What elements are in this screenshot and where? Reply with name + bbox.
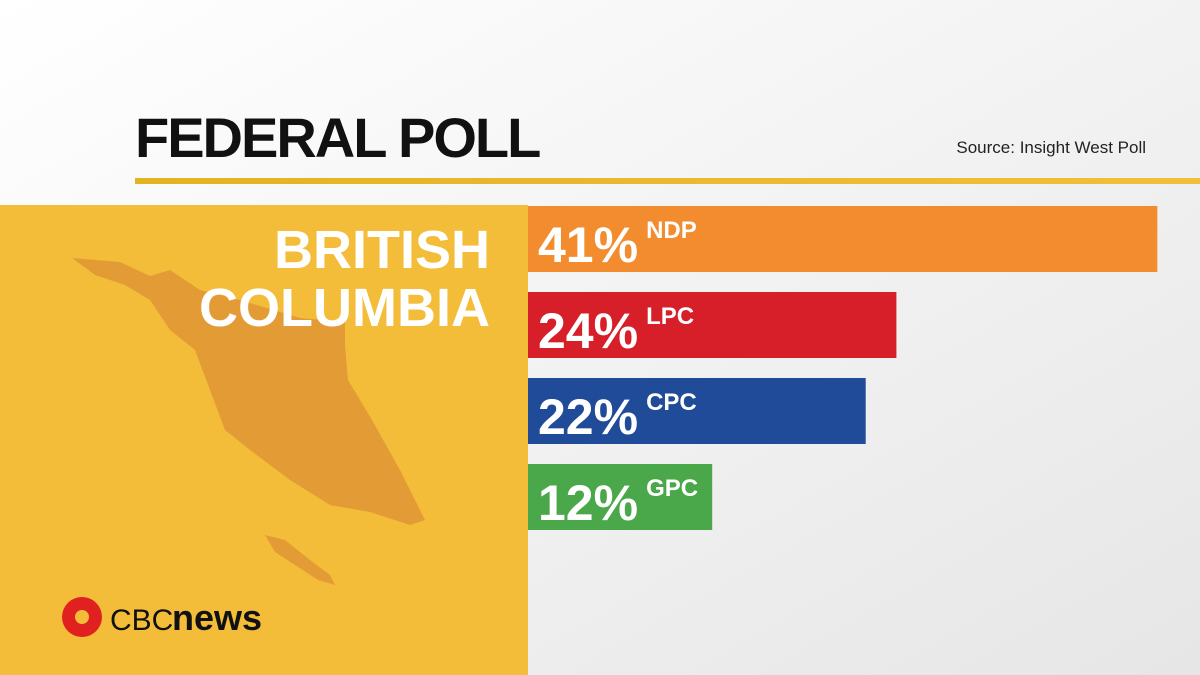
chart-title: FEDERAL POLL: [135, 106, 540, 169]
logo: CBC news: [62, 597, 262, 638]
logo-product: news: [172, 597, 262, 638]
region-map: [72, 258, 425, 585]
bar: [528, 206, 1158, 272]
logo-gem-center: [75, 610, 89, 624]
value-label: 22%: [538, 389, 638, 445]
bar: [528, 292, 897, 358]
category-label: NDP: [646, 217, 697, 244]
region-label: COLUMBIA: [199, 278, 490, 338]
region-label: BRITISH: [274, 220, 490, 280]
divider: [135, 178, 1200, 184]
category-label: LPC: [646, 303, 694, 330]
value-label: 41%: [538, 217, 638, 273]
logo-brand: CBC: [110, 604, 173, 637]
category-label: CPC: [646, 389, 697, 416]
bar: [528, 464, 713, 530]
value-label: 12%: [538, 475, 638, 531]
category-label: GPC: [646, 475, 698, 502]
bar: [528, 378, 866, 444]
value-label: 24%: [538, 303, 638, 359]
source: Source: Insight West Poll: [956, 138, 1146, 157]
